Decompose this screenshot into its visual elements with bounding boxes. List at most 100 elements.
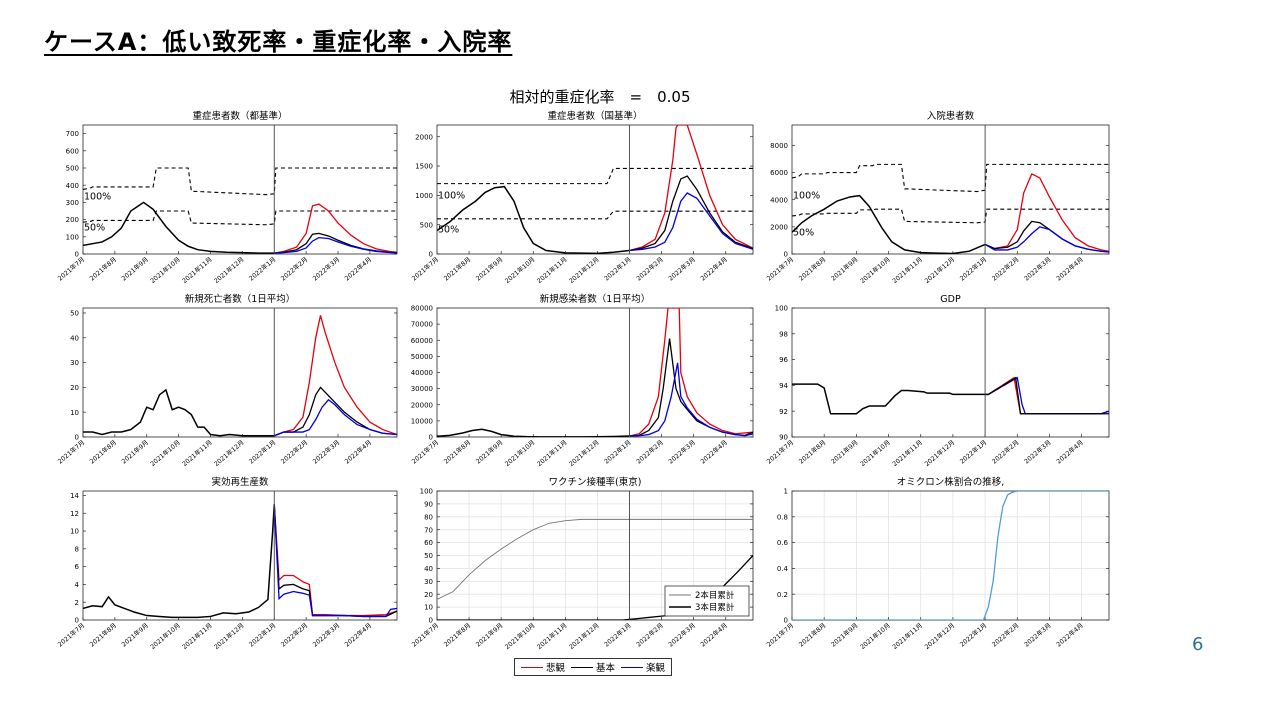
y-tick-label: 12 (70, 510, 79, 518)
x-tick-label: 2021年10月 (503, 255, 537, 285)
x-tick-label: 2022年1月 (958, 438, 989, 466)
y-tick-label: 0.8 (777, 513, 788, 521)
y-tick-label: 50000 (411, 353, 433, 361)
y-tick-label: 1000 (415, 192, 433, 200)
x-tick-label: 2021年8月 (87, 255, 118, 283)
y-tick-label: 94 (779, 382, 788, 390)
legend-swatch-optimistic (621, 666, 644, 668)
series-line-2 (629, 175, 753, 252)
series-line-1 (437, 518, 753, 600)
x-tick-label: 2021年11月 (535, 255, 569, 285)
y-tick-label: 600 (66, 147, 79, 155)
x-tick-label: 2022年1月 (247, 621, 278, 649)
x-tick-label: 2022年1月 (602, 621, 633, 649)
x-tick-label: 2021年8月 (442, 621, 473, 649)
y-tick-label: 300 (66, 199, 79, 207)
y-tick-label: 20 (70, 384, 79, 392)
y-tick-label: 0 (75, 617, 79, 625)
y-tick-label: 50 (70, 310, 79, 318)
capacity-dashed-line (83, 167, 397, 196)
legend-item-base: 基本 (571, 660, 615, 674)
series-line-3 (984, 226, 1109, 253)
x-tick-label: 2022年2月 (279, 255, 310, 283)
x-tick-label: 2021年12月 (212, 438, 246, 468)
series-line-2 (274, 386, 397, 437)
y-tick-label: 0 (75, 434, 79, 442)
y-tick-label: 10 (424, 604, 433, 612)
series-line-2 (985, 376, 1109, 415)
x-tick-label: 2021年10月 (148, 621, 182, 651)
chart-title: 重症患者数（都基準） (192, 110, 287, 122)
y-tick-label: 90 (424, 501, 433, 509)
x-tick-label: 2021年7月 (409, 255, 440, 283)
x-tick-label: 2022年3月 (311, 255, 342, 283)
x-tick-label: 2021年9月 (829, 255, 860, 283)
chart-title: 重症患者数（国基準） (547, 110, 642, 122)
x-tick-label: 2022年3月 (1022, 438, 1053, 466)
capacity-dashed-line (792, 163, 1109, 193)
chart-title: 新規感染者数（1日平均） (540, 293, 651, 305)
capacity-label: 100% (84, 191, 111, 202)
y-tick-label: 80 (424, 513, 433, 521)
y-tick-label: 10 (70, 409, 79, 417)
x-tick-label: 2022年4月 (1054, 621, 1085, 649)
x-tick-label: 2021年9月 (829, 438, 860, 466)
x-tick-label: 2021年8月 (797, 255, 828, 283)
capacity-label: 50% (793, 227, 814, 238)
y-tick-label: 10000 (411, 417, 433, 425)
y-tick-label: 0 (75, 251, 79, 259)
legend-label-optimistic: 楽観 (646, 663, 666, 674)
axes-box (436, 124, 754, 255)
chart-title: オミクロン株割合の推移, (897, 476, 1005, 488)
x-tick-label: 2021年8月 (442, 255, 473, 283)
y-tick-label: 700 (66, 130, 79, 138)
x-tick-label: 2021年7月 (764, 255, 795, 283)
y-tick-label: 60 (424, 539, 433, 547)
series-line-1 (274, 315, 397, 437)
x-tick-label: 2022年1月 (247, 255, 278, 283)
chart-panel-5: 新規感染者数（1日平均） 0 10000 20000 30000 40000 50000 60… (409, 293, 754, 468)
x-tick-label: 2021年11月 (890, 438, 924, 468)
history-line (437, 428, 630, 437)
x-tick-label: 2022年2月 (279, 621, 310, 649)
y-tick-label: 500 (66, 165, 79, 173)
x-tick-label: 2022年4月 (698, 438, 729, 466)
x-tick-label: 2022年2月 (634, 438, 665, 466)
series-line-2 (274, 232, 397, 254)
y-tick-label: 60000 (411, 337, 433, 345)
x-tick-label: 2021年10月 (148, 255, 182, 285)
series-line-3 (629, 192, 753, 252)
x-tick-label: 2021年7月 (764, 621, 795, 649)
x-tick-label: 2021年9月 (474, 255, 505, 283)
y-tick-label: 0 (429, 251, 433, 259)
x-tick-label: 2021年9月 (474, 438, 505, 466)
series-line-3 (985, 376, 1109, 415)
chart-panel-2: 重症患者数（国基準） 0 500 1000 1500 2000 2021年7月 2021年8月… (409, 110, 754, 285)
scenario-legend: 悲観 基本 楽観 (514, 658, 673, 676)
chart-legend-box (664, 585, 750, 617)
y-tick-label: 0 (429, 617, 433, 625)
x-tick-label: 2022年1月 (602, 438, 633, 466)
y-tick-label: 8 (75, 545, 79, 553)
y-tick-label: 2000 (415, 133, 433, 141)
y-tick-label: 30000 (411, 385, 433, 393)
x-tick-label: 2022年2月 (990, 255, 1021, 283)
series-line-3 (273, 504, 397, 618)
x-tick-label: 2022年4月 (342, 255, 373, 283)
y-tick-label: 0 (429, 434, 433, 442)
series-line-1 (984, 172, 1109, 252)
x-tick-label: 2022年4月 (1054, 438, 1085, 466)
x-tick-label: 2021年8月 (797, 621, 828, 649)
history-line (437, 185, 630, 254)
x-tick-label: 2022年1月 (958, 255, 989, 283)
axes-box (436, 307, 754, 438)
x-tick-label: 2021年12月 (567, 438, 601, 468)
x-tick-label: 2021年10月 (148, 438, 182, 468)
x-tick-label: 2021年12月 (922, 621, 956, 651)
x-tick-label: 2021年11月 (535, 438, 569, 468)
y-tick-label: 8000 (770, 142, 788, 150)
series-line-1 (792, 491, 1109, 620)
x-tick-label: 2022年2月 (634, 621, 665, 649)
